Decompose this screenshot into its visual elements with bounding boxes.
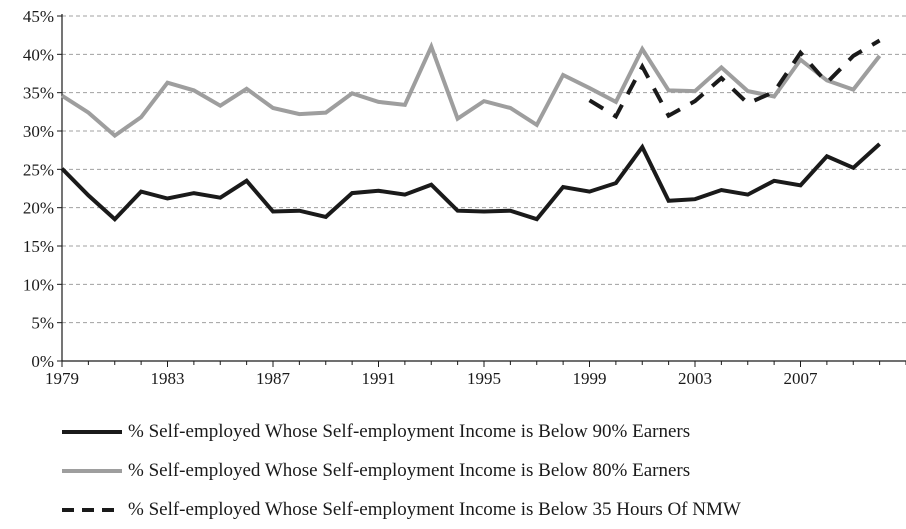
legend-swatch-dashed-black	[62, 507, 122, 512]
y-tick-label: 15%	[23, 237, 54, 256]
series-lines	[60, 38, 882, 222]
x-axis-tick-labels: 1979 1983 1987 1991 1995 1999 2003 2007	[45, 369, 818, 388]
series-line-90pct	[60, 142, 881, 222]
y-tick-label: 25%	[23, 160, 54, 179]
y-tick-label: 0%	[31, 352, 54, 371]
legend-label: % Self-employed Whose Self-employment In…	[128, 420, 691, 442]
legend-item-nmw: % Self-employed Whose Self-employment In…	[62, 490, 902, 529]
legend-swatch-solid-gray	[62, 468, 122, 473]
x-tick-label: 1979	[45, 369, 79, 388]
series-line-80pct	[60, 41, 882, 139]
x-tick-label: 1999	[573, 369, 607, 388]
y-tick-label: 30%	[23, 122, 54, 141]
legend-label: % Self-employed Whose Self-employment In…	[128, 459, 691, 481]
y-tick-label: 40%	[23, 45, 54, 64]
y-axis-tick-labels: 0% 5% 10% 15% 20% 25% 30% 35% 40% 45%	[23, 7, 54, 371]
gridlines	[62, 15, 906, 324]
y-tick-label: 45%	[23, 7, 54, 26]
y-tick-label: 35%	[23, 84, 54, 103]
axes	[57, 14, 906, 367]
legend: % Self-employed Whose Self-employment In…	[62, 412, 902, 529]
x-tick-label: 1995	[467, 369, 501, 388]
line-chart: 0% 5% 10% 15% 20% 25% 30% 35% 40% 45% 1979 1983 198…	[23, 7, 906, 388]
legend-item-80pct: % Self-employed Whose Self-employment In…	[62, 451, 902, 490]
x-tick-label: 1991	[362, 369, 396, 388]
y-tick-label: 10%	[23, 275, 54, 294]
x-tick-label: 2003	[678, 369, 712, 388]
y-tick-label: 20%	[23, 199, 54, 218]
x-tick-label: 1987	[256, 369, 291, 388]
legend-swatch-solid-black	[62, 429, 122, 434]
series-line-nmw	[588, 38, 881, 120]
x-tick-label: 2007	[784, 369, 819, 388]
legend-label: % Self-employed Whose Self-employment In…	[128, 498, 741, 520]
legend-item-90pct: % Self-employed Whose Self-employment In…	[62, 412, 902, 451]
x-tick-label: 1983	[151, 369, 185, 388]
y-tick-label: 5%	[31, 314, 54, 333]
